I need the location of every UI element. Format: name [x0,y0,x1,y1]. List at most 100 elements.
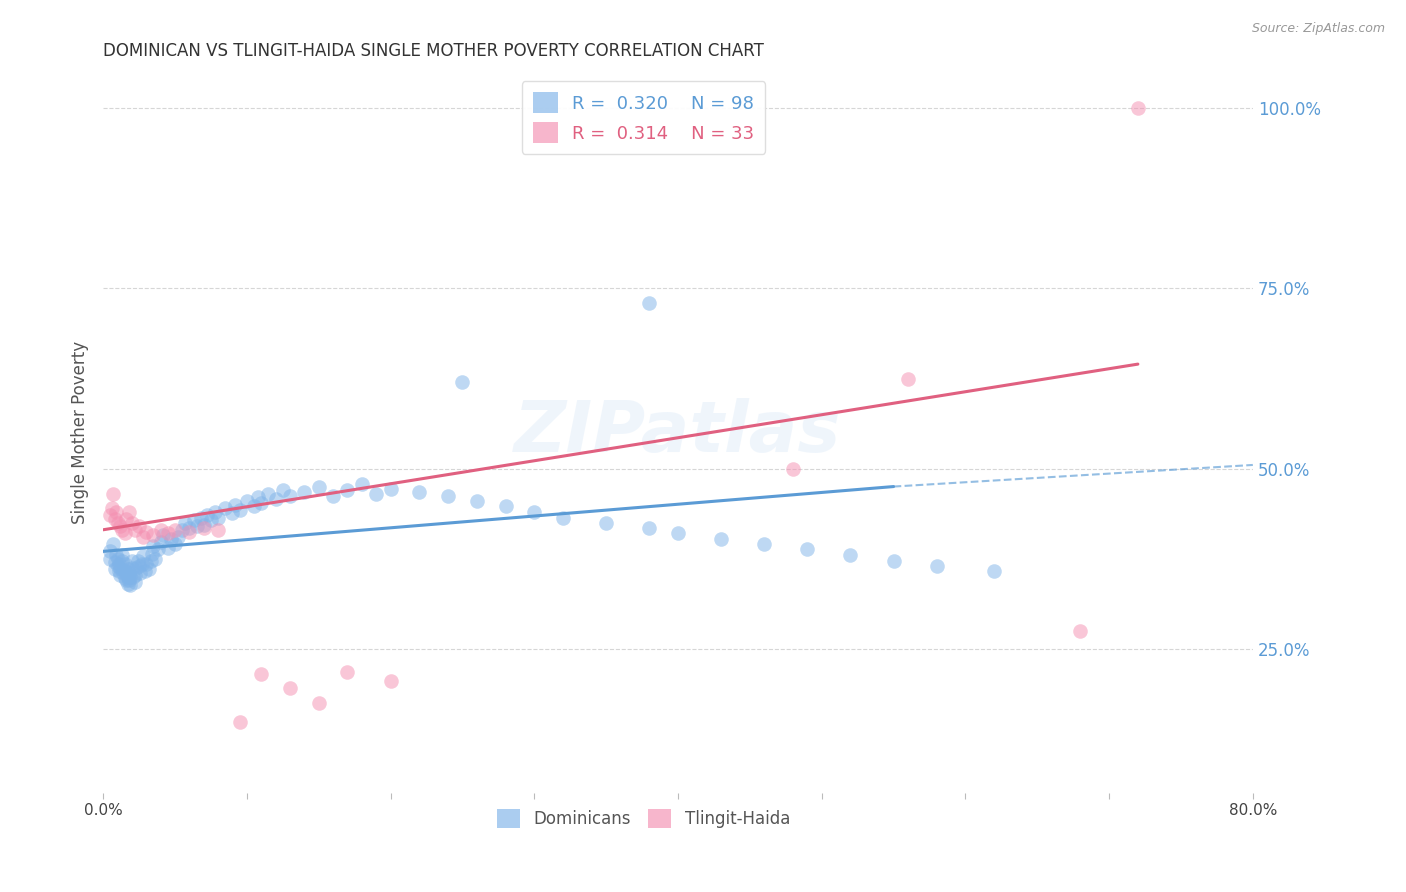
Point [666,526,689,541]
Point [204,505,226,519]
Point [782,461,804,475]
Point [174,516,197,530]
Point [132,530,155,544]
Point [138,562,160,576]
Point [172,523,194,537]
Point [135,557,157,571]
Point [152,528,174,542]
Point [236,494,259,508]
Legend: Dominicans, Tlingit-Haida: Dominicans, Tlingit-Haida [491,802,797,835]
Point [380,482,402,496]
Point [111,554,134,568]
Point [121,516,143,530]
Point [983,564,1005,578]
Point [118,566,141,580]
Point [114,526,136,541]
Point [115,566,138,580]
Point [1126,102,1149,116]
Point [308,479,330,493]
Point [883,554,905,568]
Point [143,551,166,566]
Point [451,375,474,389]
Point [183,513,205,527]
Point [118,505,141,519]
Point [105,505,128,519]
Point [128,558,150,573]
Point [103,487,125,501]
Point [107,516,129,530]
Text: Source: ZipAtlas.com: Source: ZipAtlas.com [1251,22,1385,36]
Point [437,489,460,503]
Point [104,512,127,526]
Point [124,568,146,582]
Point [108,564,131,578]
Point [114,557,136,571]
Point [124,575,146,590]
Point [754,537,776,551]
Point [292,484,315,499]
Point [118,573,141,587]
Point [110,568,132,582]
Point [121,561,143,575]
Point [221,506,243,520]
Point [595,516,617,530]
Point [322,489,344,503]
Point [114,571,136,585]
Point [120,569,142,583]
Point [129,566,152,580]
Point [149,535,172,549]
Point [250,666,273,681]
Point [380,673,402,688]
Point [264,491,287,506]
Point [163,523,186,537]
Point [117,576,139,591]
Point [115,573,138,587]
Point [112,566,135,580]
Point [366,487,388,501]
Point [278,681,301,696]
Point [796,542,818,557]
Point [146,542,169,557]
Point [278,489,301,503]
Point [115,512,138,526]
Point [110,561,132,575]
Point [142,528,165,542]
Point [108,557,131,571]
Point [336,665,359,679]
Point [214,501,236,516]
Point [117,569,139,583]
Point [159,532,181,546]
Point [336,483,359,498]
Point [98,544,121,558]
Point [228,503,250,517]
Point [193,517,215,532]
Point [495,499,517,513]
Point [156,541,179,555]
Point [190,510,212,524]
Point [243,499,266,513]
Point [107,551,129,566]
Point [551,510,574,524]
Point [167,530,190,544]
Point [131,557,153,571]
Point [163,537,186,551]
Point [104,555,127,569]
Point [127,554,149,568]
Point [308,696,330,710]
Point [897,371,920,385]
Point [271,483,294,498]
Point [156,526,179,541]
Point [111,523,134,537]
Point [523,505,546,519]
Point [179,524,201,539]
Point [98,508,121,523]
Point [925,558,948,573]
Point [186,519,208,533]
Point [114,564,136,578]
Point [128,519,150,533]
Point [179,520,201,534]
Point [107,558,129,573]
Point [120,578,142,592]
Point [465,494,488,508]
Point [142,539,165,553]
